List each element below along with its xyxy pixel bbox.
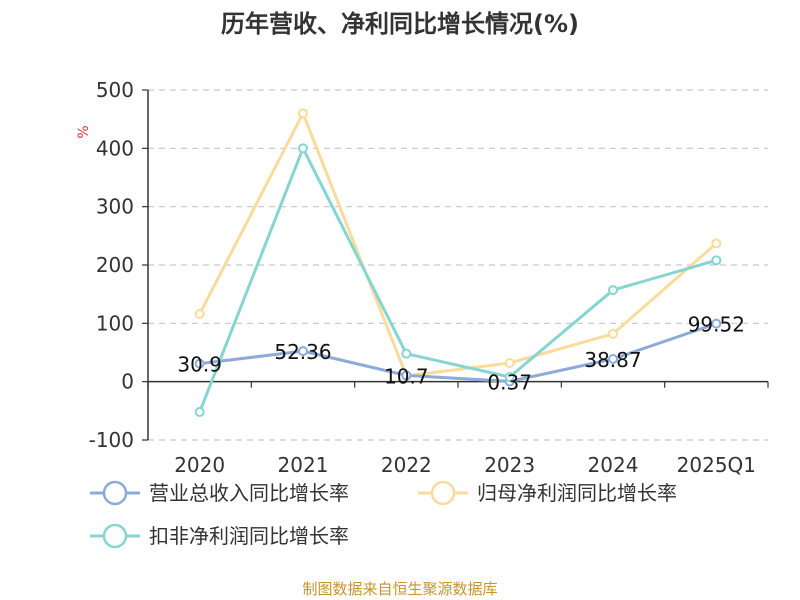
legend-label: 归母净利润同比增长率 [477, 481, 677, 505]
data-labels: 30.9 52.36 10.7 0.37 38.87 99.52 [177, 313, 745, 395]
data-point [711, 238, 722, 249]
y-tick-label: -100 [89, 428, 134, 452]
data-label: 0.37 [487, 370, 532, 394]
x-tick-label: 2020 [174, 453, 225, 477]
legend-label: 营业总收入同比增长率 [149, 481, 349, 505]
data-point [504, 372, 515, 382]
axes: -100 0 100 200 300 400 500 2020 2021 2022 2023 2024… [89, 78, 769, 477]
data-point [608, 328, 618, 339]
y-tick-label: 0 [121, 370, 134, 394]
series-lines [194, 108, 722, 417]
x-tick-label: 2021 [278, 453, 329, 477]
y-tick-label: 500 [96, 78, 134, 102]
y-tick-label: 100 [96, 311, 134, 335]
data-point [298, 346, 308, 357]
legend-item-3[interactable]: 扣非净利润同比增长率 [90, 523, 349, 549]
chart-title: 历年营收、净利同比增长情况(%) [221, 10, 579, 38]
data-point [711, 255, 722, 266]
data-point [401, 370, 412, 381]
data-point [608, 285, 618, 296]
legend-item-2[interactable]: 归母净利润同比增长率 [418, 480, 677, 506]
data-point [608, 353, 618, 364]
data-label: 99.52 [688, 313, 745, 337]
series-3 [194, 143, 722, 417]
data-label: 38.87 [584, 348, 641, 372]
data-point [298, 143, 308, 154]
source-note: 制图数据来自恒生聚源数据库 [302, 580, 497, 598]
y-axis-unit: % [76, 125, 92, 138]
legend-marker [102, 480, 128, 506]
grid-lines [148, 89, 768, 441]
data-point [711, 318, 722, 329]
data-point [504, 358, 515, 368]
data-point [194, 309, 205, 319]
series-line [199, 322, 717, 383]
x-tick-label: 2023 [484, 453, 535, 477]
series-line [198, 111, 718, 378]
data-point [401, 348, 412, 359]
x-tick-label: 2022 [381, 453, 432, 477]
x-tick-label: 2025Q1 [677, 453, 756, 477]
x-tick-label: 2024 [588, 453, 639, 477]
data-label: 10.7 [384, 364, 429, 388]
legend-marker [102, 523, 128, 549]
legend-item-1[interactable]: 营业总收入同比增长率 [90, 480, 349, 506]
data-label: 52.36 [274, 340, 331, 364]
data-point [194, 407, 205, 417]
legend-marker [430, 480, 456, 506]
data-point [194, 358, 205, 369]
legend-label: 扣非净利润同比增长率 [149, 524, 349, 548]
y-tick-label: 200 [96, 253, 134, 277]
y-tick-label: 300 [96, 195, 134, 219]
series-line [198, 146, 717, 413]
data-point [298, 108, 308, 119]
series-2 [194, 108, 722, 381]
data-label: 30.9 [177, 353, 222, 377]
y-tick-label: 400 [96, 136, 134, 160]
